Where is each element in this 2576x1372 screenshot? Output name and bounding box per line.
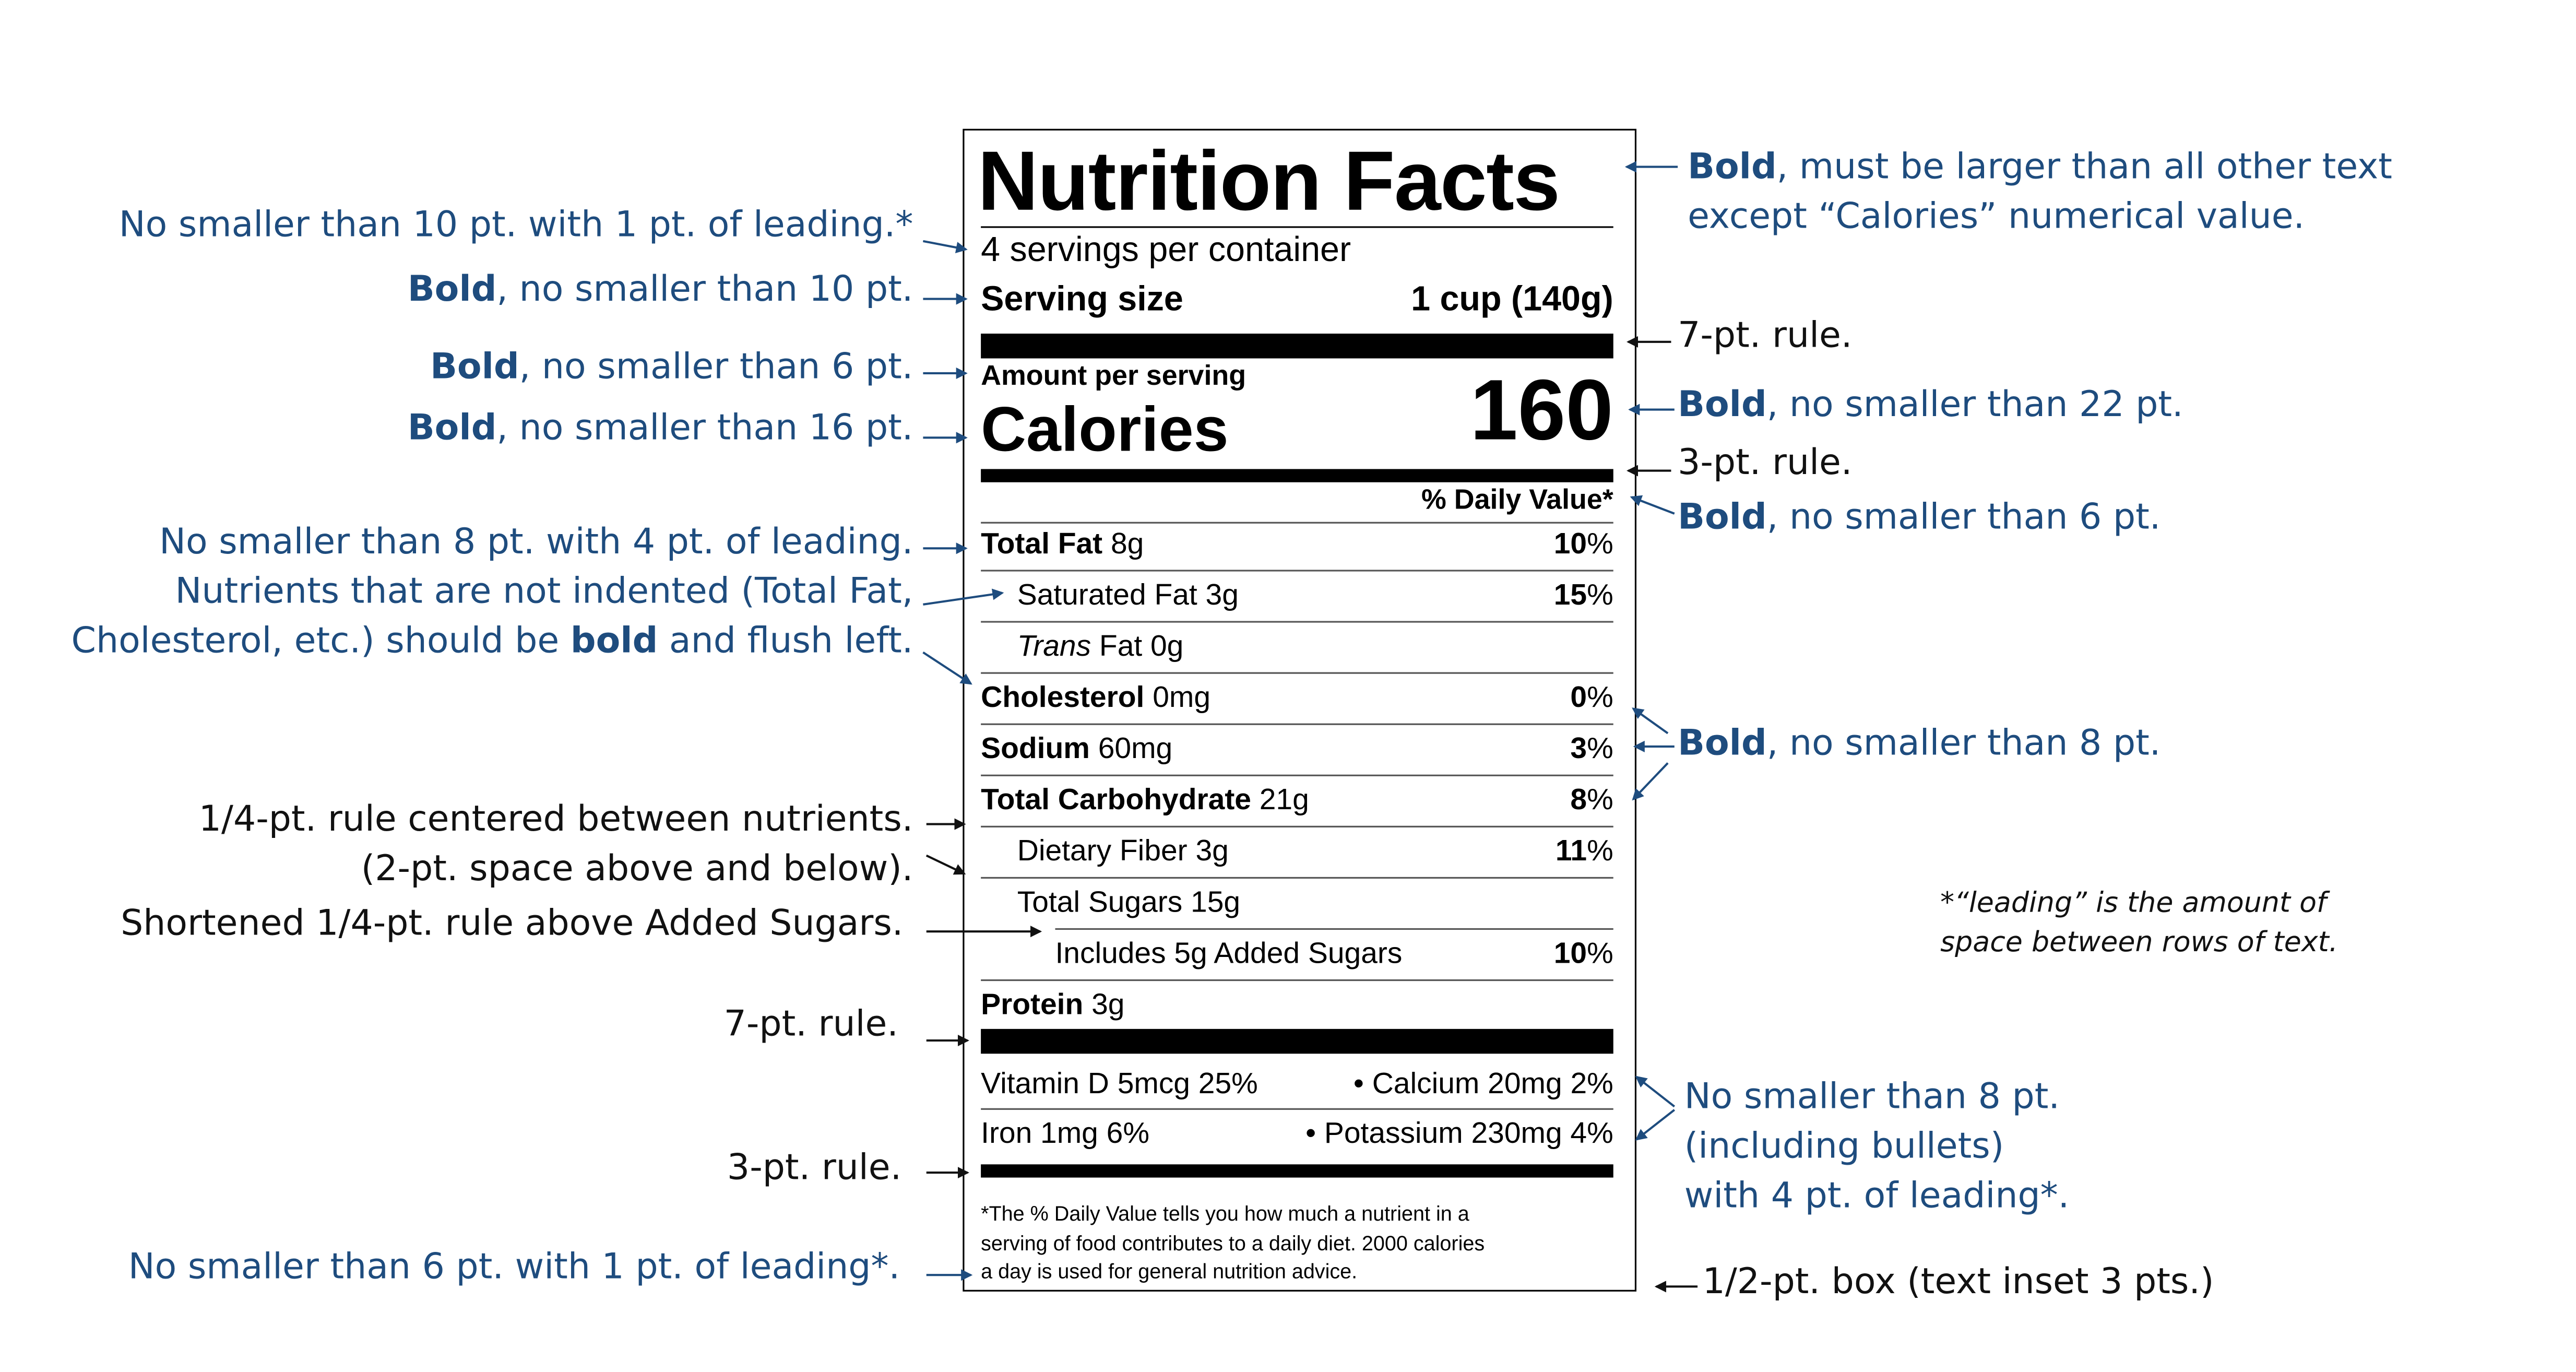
annotation-servings: No smaller than 10 pt. with 1 pt. of lea…: [118, 205, 913, 246]
thin-rule: [981, 621, 1613, 623]
daily-value-header: % Daily Value*: [1421, 483, 1613, 516]
amount-per-serving: Amount per serving: [981, 360, 1247, 392]
calories-value: 160: [1470, 363, 1613, 459]
three-pt-rule-bottom: [981, 1164, 1613, 1178]
annotation-amount-per-serving: Bold, no smaller than 6 pt.: [430, 347, 913, 388]
arrow-right-icon: [923, 240, 968, 253]
thin-rule: [981, 672, 1613, 674]
arrow-diagonal-icon: [1630, 495, 1675, 515]
nutrient-percent: 3%: [1570, 731, 1613, 765]
label-title: Nutrition Facts: [977, 134, 1560, 228]
annotation-footnote: No smaller than 6 pt. with 1 pt. of lead…: [128, 1247, 900, 1288]
annotation-three-pt-rule-left: 3-pt. rule.: [727, 1148, 902, 1189]
seven-pt-rule-top: [981, 334, 1613, 359]
footnote: *The % Daily Value tells you how much a …: [981, 1201, 1617, 1287]
thin-rule: [981, 825, 1613, 827]
annotation-seven-pt-rule-left: 7-pt. rule.: [723, 1004, 898, 1046]
nutrient-row: Sodium 60mg 3%: [981, 730, 1613, 766]
nutrient-name: Total Sugars 15g: [1017, 885, 1241, 918]
arrow-diagonal-icon: [1635, 1109, 1676, 1141]
annotation-serving-size: Bold, no smaller than 10 pt.: [407, 269, 913, 311]
nutrient-percent: 0%: [1570, 680, 1613, 714]
nutrient-percent: 15%: [1553, 578, 1613, 611]
arrow-right-icon: [923, 588, 1004, 606]
annotation-nutrients: No smaller than 8 pt. with 4 pt. of lead…: [71, 522, 913, 663]
thin-rule: [981, 522, 1613, 524]
nutrient-row: Dietary Fiber 3g 11%: [981, 832, 1613, 869]
annotation-box: 1/2-pt. box (text inset 3 pts.): [1702, 1261, 2214, 1304]
nutrient-row: Protein 3g: [981, 986, 1613, 1023]
annotation-calories-label: Bold, no smaller than 16 pt.: [407, 408, 913, 450]
shortened-rule-added-sugars: [1055, 928, 1613, 930]
vitamin-left: Iron 1mg 6%: [981, 1116, 1149, 1150]
arrow-diagonal-icon: [1632, 762, 1669, 801]
calories-label: Calories: [981, 396, 1229, 466]
vitamin-right: • Potassium 230mg 4%: [1305, 1116, 1613, 1150]
nutrient-percent: 10%: [1553, 936, 1613, 969]
thin-rule: [981, 723, 1613, 725]
title-rule: [981, 226, 1613, 229]
nutrient-name: Includes 5g Added Sugars: [1055, 936, 1403, 969]
vitamin-right: • Calcium 20mg 2%: [1353, 1067, 1613, 1100]
footnote-line: *The % Daily Value tells you how much a …: [981, 1202, 1469, 1226]
vitamin-row: Vitamin D 5mcg 25% • Calcium 20mg 2%: [981, 1065, 1613, 1102]
thin-rule: [981, 570, 1613, 572]
annotation-daily-value: Bold, no smaller than 6 pt.: [1678, 497, 2161, 539]
nutrient-name: Total Fat 8g: [981, 527, 1144, 560]
nutrition-facts-label: Nutrition Facts 4 servings per container…: [963, 128, 1637, 1292]
nutrient-percent: 11%: [1555, 834, 1613, 867]
footnote-line: serving of food contributes to a daily d…: [981, 1231, 1485, 1255]
nutrient-row: Cholesterol 0mg 0%: [981, 679, 1613, 715]
nutrient-row: Saturated Fat 3g 15%: [981, 576, 1613, 613]
nutrient-percent: 8%: [1570, 783, 1613, 816]
nutrient-percent: 10%: [1553, 527, 1613, 560]
vitamin-left: Vitamin D 5mcg 25%: [981, 1067, 1258, 1100]
arrow-diagonal-icon: [1635, 1075, 1676, 1108]
annotation-three-pt-rule-right: 3-pt. rule.: [1678, 442, 1853, 484]
three-pt-rule-top: [981, 469, 1613, 482]
annotation-shortened-rule: Shortened 1/4-pt. rule above Added Sugar…: [121, 903, 904, 945]
thin-rule: [981, 774, 1613, 776]
nutrient-name: Trans Fat 0g: [1017, 629, 1184, 663]
thin-rule: [981, 979, 1613, 981]
arrow-diagonal-icon: [1632, 707, 1669, 735]
leading-note: *“leading” is the amount of space betwee…: [1940, 886, 2338, 960]
serving-size-value: 1 cup (140g): [1411, 280, 1613, 319]
serving-size-label: Serving size: [981, 280, 1183, 319]
nutrient-row: Total Carbohydrate 21g 8%: [981, 781, 1613, 818]
arrow-diagonal-icon: [925, 854, 966, 875]
nutrient-name: Cholesterol 0mg: [981, 680, 1211, 714]
seven-pt-rule-bottom: [981, 1028, 1613, 1054]
nutrient-name: Total Carbohydrate 21g: [981, 783, 1309, 816]
nutrient-row: Total Fat 8g 10%: [981, 525, 1613, 562]
annotation-percent-values: Bold, no smaller than 8 pt.: [1678, 723, 2161, 765]
nutrient-name: Sodium 60mg: [981, 731, 1173, 765]
nutrient-name: Protein 3g: [981, 987, 1125, 1021]
nutrient-row: Includes 5g Added Sugars 10%: [981, 935, 1613, 972]
annotation-quarter-rule: 1/4-pt. rule centered between nutrients.…: [198, 799, 913, 891]
thin-rule: [981, 1108, 1613, 1110]
annotation-seven-pt-rule-right: 7-pt. rule.: [1678, 315, 1853, 357]
nutrient-name: Dietary Fiber 3g: [1017, 834, 1229, 867]
servings-per-container: 4 servings per container: [981, 231, 1351, 269]
arrow-diagonal-icon: [922, 651, 972, 685]
thin-rule: [981, 877, 1613, 879]
nutrient-row: Trans Fat 0g: [981, 628, 1613, 664]
nutrient-name: Saturated Fat 3g: [1017, 578, 1239, 611]
annotation-calories-value: Bold, no smaller than 22 pt.: [1678, 385, 2183, 427]
annotation-title: Bold, must be larger than all other text…: [1688, 147, 2392, 238]
nutrient-row: Total Sugars 15g: [981, 883, 1613, 920]
footnote-line: a day is used for general nutrition advi…: [981, 1260, 1358, 1284]
vitamin-row: Iron 1mg 6% • Potassium 230mg 4%: [981, 1115, 1613, 1151]
annotation-vitamins: No smaller than 8 pt. (including bullets…: [1684, 1077, 2070, 1217]
